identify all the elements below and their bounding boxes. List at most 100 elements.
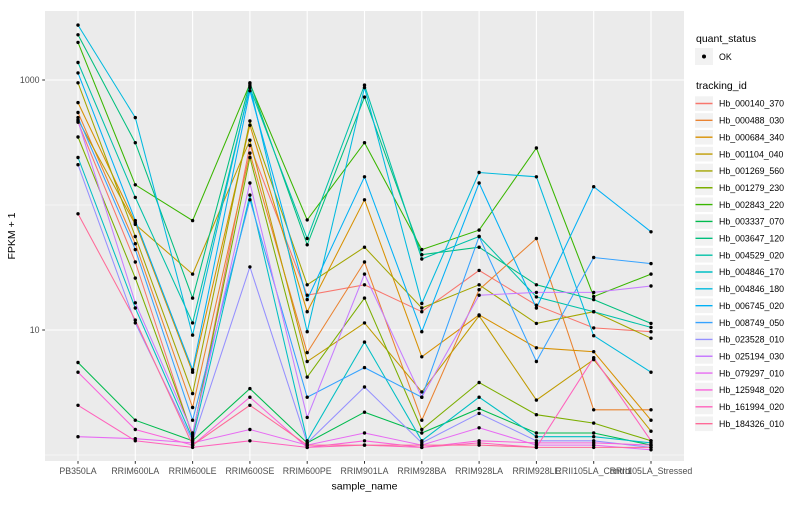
- data-point: [477, 170, 481, 175]
- data-point: [649, 330, 653, 334]
- data-point: [649, 445, 653, 450]
- legend-title-quant-status: quant_status: [696, 33, 756, 45]
- legend-item-Hb_008749_050: Hb_008749_050: [695, 315, 784, 330]
- data-point: [190, 443, 195, 447]
- legend-title-tracking-id: tracking_id: [696, 80, 747, 92]
- data-point: [534, 146, 539, 150]
- data-point: [592, 441, 596, 445]
- data-point: [76, 100, 80, 105]
- legend-item-Hb_184326_010: Hb_184326_010: [695, 416, 784, 432]
- data-point: [305, 443, 309, 447]
- data-point: [133, 242, 137, 246]
- data-point: [534, 306, 539, 310]
- legend-item-Hb_023528_010: Hb_023528_010: [695, 332, 784, 347]
- data-point: [76, 403, 80, 407]
- legend-label: Hb_000488_030: [719, 116, 784, 126]
- data-point: [133, 301, 137, 305]
- series-points-Hb_000488_030: [76, 110, 653, 422]
- data-point: [305, 310, 309, 314]
- data-point: [477, 283, 481, 287]
- data-point: [248, 84, 252, 88]
- data-point: [76, 370, 80, 374]
- data-point: [420, 301, 424, 306]
- data-point: [534, 441, 539, 445]
- legend-item-Hb_004529_020: Hb_004529_020: [695, 247, 784, 263]
- data-point: [362, 385, 367, 389]
- data-point: [362, 141, 367, 145]
- data-point: [305, 375, 309, 379]
- data-point: [592, 334, 596, 338]
- data-point: [133, 218, 137, 223]
- data-point: [649, 284, 653, 288]
- data-point: [76, 119, 80, 123]
- data-point: [362, 85, 367, 90]
- legend-item-Hb_001279_230: Hb_001279_230: [695, 180, 784, 196]
- legend-label: Hb_004529_020: [719, 250, 784, 260]
- legend-point-marker: [702, 54, 706, 59]
- legend-label: Hb_125948_020: [719, 385, 784, 395]
- data-point: [305, 236, 309, 241]
- legend-label: Hb_000140_370: [719, 99, 784, 109]
- data-point: [76, 163, 80, 167]
- data-point: [305, 395, 309, 399]
- data-point: [477, 443, 481, 447]
- data-point: [362, 198, 367, 202]
- data-point: [477, 314, 481, 318]
- data-point: [477, 181, 481, 185]
- data-point: [248, 439, 252, 443]
- legend-label: Hb_000684_340: [719, 132, 784, 142]
- data-point: [76, 212, 80, 216]
- data-point: [362, 431, 367, 435]
- legend-item-Hb_002843_220: Hb_002843_220: [695, 197, 784, 212]
- data-point: [305, 415, 309, 420]
- data-point: [420, 247, 424, 252]
- data-point: [133, 418, 137, 422]
- data-point: [248, 138, 252, 142]
- legend-item-Hb_125948_020: Hb_125948_020: [695, 382, 784, 398]
- x-tick-label: RRIM600LE: [169, 466, 217, 476]
- legend-label: Hb_184326_010: [719, 419, 784, 429]
- data-point: [362, 175, 367, 179]
- legend-item-Hb_001269_560: Hb_001269_560: [695, 163, 784, 179]
- data-point: [305, 350, 309, 355]
- data-point: [592, 356, 596, 360]
- data-point: [362, 245, 367, 249]
- data-point: [305, 243, 309, 247]
- data-point: [477, 411, 481, 416]
- legend-item-Hb_004846_170: Hb_004846_170: [695, 264, 784, 280]
- data-point: [477, 395, 481, 399]
- data-point: [362, 260, 367, 264]
- legend-label: Hb_002843_220: [719, 200, 784, 210]
- data-point: [362, 321, 367, 325]
- data-point: [592, 310, 596, 314]
- data-point: [534, 295, 539, 299]
- data-point: [76, 155, 80, 160]
- x-tick-label: RRIM928LA: [455, 466, 503, 476]
- data-point: [248, 198, 252, 202]
- data-point: [534, 445, 539, 450]
- data-point: [534, 321, 539, 326]
- x-tick-label: RRIM600LA: [111, 466, 159, 476]
- data-point: [190, 370, 195, 374]
- legend-item-Hb_000488_030: Hb_000488_030: [695, 113, 784, 128]
- data-point: [477, 245, 481, 249]
- legend-label: Hb_006745_020: [719, 301, 784, 311]
- data-point: [362, 272, 367, 276]
- legend-label: Hb_161994_020: [719, 402, 784, 412]
- data-point: [248, 155, 252, 160]
- legend-label-quant-status: OK: [719, 52, 732, 62]
- series-points-Hb_025194_030: [76, 119, 653, 435]
- data-point: [592, 326, 596, 330]
- data-point: [76, 81, 80, 85]
- x-tick-label: PB350LA: [59, 466, 96, 476]
- data-point: [649, 261, 653, 266]
- data-point: [133, 141, 137, 145]
- legend-item-Hb_079297_010: Hb_079297_010: [695, 365, 784, 381]
- data-point: [362, 439, 367, 443]
- legend-label: Hb_023528_010: [719, 335, 784, 345]
- data-point: [649, 272, 653, 276]
- data-point: [248, 81, 252, 85]
- data-point: [534, 236, 539, 241]
